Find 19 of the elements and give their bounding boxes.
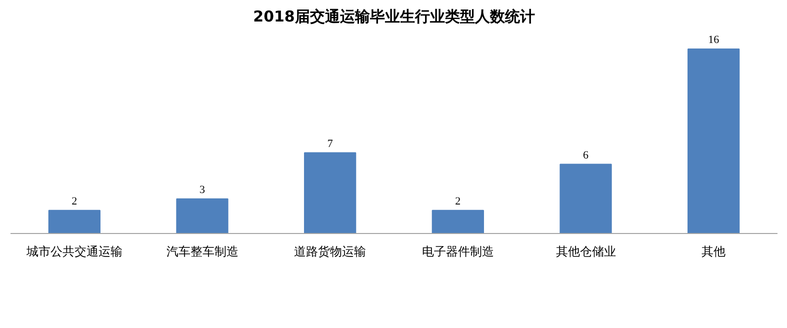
x-tick-label: 汽车整车制造	[166, 244, 238, 258]
chart-title: 2018届交通运输毕业生行业类型人数统计	[253, 8, 535, 26]
data-label: 3	[200, 184, 206, 196]
bar	[48, 210, 100, 234]
x-tick-label: 其他仓储业	[556, 244, 616, 258]
data-label: 2	[72, 195, 78, 208]
x-tick-label: 其他	[702, 244, 726, 258]
data-label: 2	[455, 195, 461, 208]
data-label: 16	[708, 34, 720, 46]
x-tick-label: 城市公共交通运输	[25, 244, 122, 258]
bar	[560, 164, 612, 234]
x-tick-label: 道路货物运输	[294, 244, 366, 258]
bar	[176, 198, 228, 234]
x-tick-label: 电子器件制造	[422, 244, 494, 258]
bar	[304, 152, 356, 234]
data-label: 7	[327, 138, 334, 150]
bar	[688, 48, 740, 234]
bar	[432, 210, 484, 234]
data-label: 6	[583, 149, 589, 162]
